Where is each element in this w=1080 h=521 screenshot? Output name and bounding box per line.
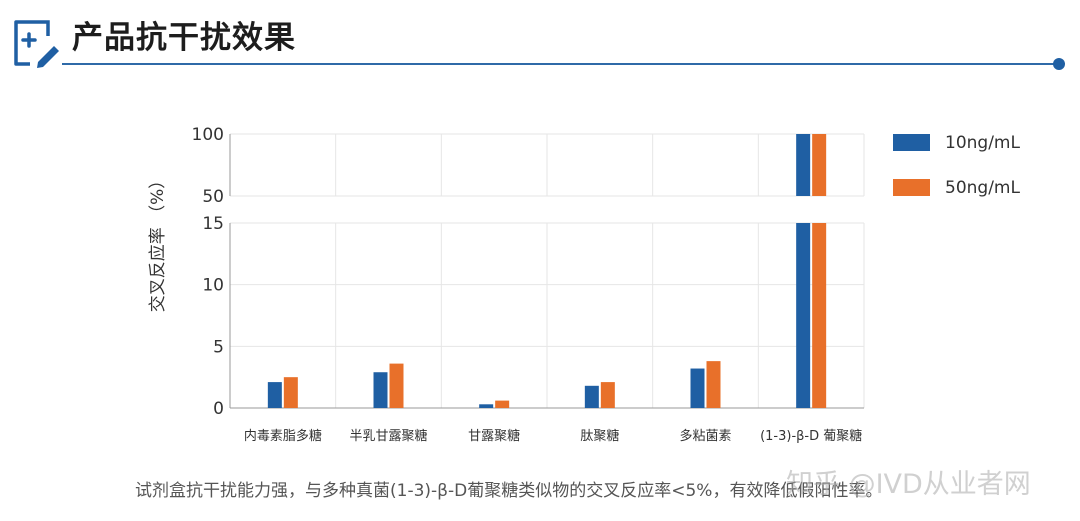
bar [267,382,282,408]
bar [706,361,721,408]
bar-chart: 0 5 10 15 50 100 内毒素脂多糖 半乳甘露聚糖 甘露聚糖 肽聚糖 多粘菌素 (1-3)-… [148,125,1020,444]
legend-swatch [893,179,930,196]
y-tick-label: 100 [192,125,224,145]
x-tick-label: 半乳甘露聚糖 [349,428,427,444]
chart-labels: 0 5 10 15 50 100 内毒素脂多糖 半乳甘露聚糖 甘露聚糖 肽聚糖 多粘菌素 (1-3)-… [192,125,863,444]
y-tick-label: 15 [202,214,224,234]
bar [479,404,494,408]
legend-label: 10ng/mL [945,133,1020,153]
bar [796,223,811,408]
watermark-text: 知乎 @IVD从业者网 [786,469,1031,500]
edit-document-icon [14,20,59,68]
bar [812,134,827,196]
chart-gridlines [229,133,865,409]
bar [373,372,388,408]
bar [796,134,811,196]
legend-swatch [893,134,930,151]
x-tick-label: 多粘菌素 [679,428,731,444]
y-tick-label: 0 [213,399,224,419]
y-tick-label: 50 [202,187,224,207]
y-axis-title: 交叉反应率 （%） [148,172,168,313]
bar [812,223,827,408]
x-tick-label: (1-3)-β-D 葡聚糖 [760,428,862,444]
bar [584,385,599,408]
x-tick-label: 内毒素脂多糖 [244,428,322,444]
x-tick-label: 甘露聚糖 [468,428,520,444]
bar [600,382,615,408]
x-tick-label: 肽聚糖 [580,428,619,444]
caption-text: 试剂盒抗干扰能力强，与多种真菌(1-3)-β-D葡聚糖类似物的交叉反应率<5%，… [135,481,883,501]
bar [690,368,705,408]
y-tick-label: 10 [202,276,224,296]
header-divider [62,63,1056,65]
header-divider-dot [1053,58,1065,70]
chart-bars [267,134,827,408]
bar [283,377,298,408]
bar [389,363,404,408]
y-tick-label: 5 [213,337,224,357]
chart-legend: 10ng/mL 50ng/mL [893,133,1020,198]
page-title: 产品抗干扰效果 [72,20,296,56]
legend-label: 50ng/mL [945,178,1020,198]
bar [495,400,510,408]
chart-axes [229,134,864,409]
